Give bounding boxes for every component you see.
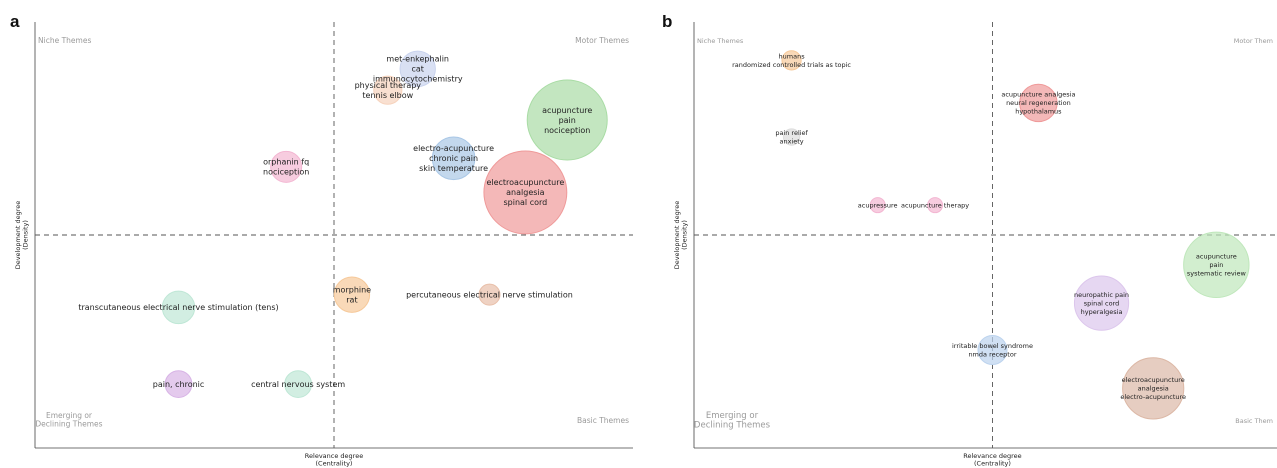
bubble-a-7 [478, 283, 501, 306]
quadrant-label-emerging: Emerging or Declining Themes [35, 411, 102, 429]
bubble-label-a-5: orphanin fq nociception [263, 158, 309, 177]
chart-b-svg: b Niche Themes Motor Them Emerging or Declin… [662, 12, 1277, 468]
bubble-label-a-1: physical therapy tennis elbow [355, 81, 422, 100]
bubble-a-10 [284, 370, 312, 398]
quadrant-label-niche: Niche Themes [697, 37, 744, 45]
bubble-a-8 [161, 290, 196, 325]
bubble-label-b-5: acupuncture pain systematic review [1187, 253, 1247, 278]
bubble-label-a-10: central nervous system [251, 380, 345, 389]
bubble-label-b-0: humans randomized controlled trials as to… [732, 52, 851, 69]
bubble-label-b-8: electroacupuncture analgesia electro-acupu… [1120, 376, 1186, 401]
bubble-a-5 [270, 150, 303, 183]
quadrant-label-basic: Basic Themes [577, 416, 629, 425]
bubble-b-7 [977, 335, 1008, 366]
bubble-a-0 [399, 50, 436, 88]
y-axis-title: Development degree(Density) [673, 201, 689, 270]
x-axis-title: Relevance degree (Centrality) [963, 452, 1021, 468]
bubble-b-0 [781, 50, 802, 71]
bubble-a-9 [164, 370, 193, 398]
bubble-label-a-7: percutaneous electrical nerve stimulatio… [406, 290, 573, 299]
bubble-b-2 [782, 128, 801, 146]
bubble-a-3 [431, 136, 476, 181]
x-axis-title: Relevance degree (Centrality) [305, 452, 363, 468]
bubble-label-a-6: morphine rat [333, 285, 371, 304]
bubble-a-2 [526, 79, 608, 161]
bubble-label-b-4: acupuncture therapy [901, 201, 969, 209]
bubble-b-4 [927, 197, 944, 214]
quadrant-label-niche: Niche Themes [38, 36, 91, 45]
bubble-label-a-4: electroacupuncture analgesia spinal cord [486, 178, 564, 207]
bubble-b-5 [1183, 231, 1250, 299]
bubble-label-a-0: met-enkephalin cat immunocytochemistry [373, 55, 463, 84]
quadrant-label-emerging: Emerging or Declining Themes [694, 411, 771, 431]
bubble-a-6 [333, 276, 371, 313]
bubble-a-1 [373, 75, 403, 105]
panel-label-b: b [662, 12, 672, 31]
bubble-b-3 [869, 197, 886, 214]
bubble-label-a-8: transcutaneous electrical nerve stimulat… [78, 303, 278, 312]
panel-label-a: a [10, 12, 20, 31]
quadrant-label-motor: Motor Them [1234, 37, 1273, 45]
bubble-label-a-2: acupuncture pain nociception [542, 106, 592, 135]
bubble-label-b-7: irritable bowel syndrome nmda receptor [952, 342, 1033, 359]
bubble-label-a-3: electro-acupuncture chronic pain skin temp… [413, 144, 494, 173]
y-axis-title: Development degree(Density) [14, 201, 30, 270]
bubble-label-b-3: acupressure [858, 201, 898, 209]
bubble-label-a-9: pain, chronic [153, 380, 205, 389]
chart-panel-a: a Niche Themes Motor Themes Emerging or Decl… [10, 12, 633, 468]
quadrant-label-basic: Basic Them [1235, 417, 1273, 425]
quadrant-label-motor: Motor Themes [575, 36, 629, 45]
bubble-b-8 [1122, 357, 1185, 420]
bubble-a-4 [483, 150, 568, 235]
bubble-b-6 [1073, 275, 1130, 331]
bubble-label-b-6: neuropathic pain spinal cord hyperalgesia [1074, 291, 1129, 316]
chart-panel-b: b Niche Themes Motor Them Emerging or Declin… [660, 0, 1277, 468]
bubble-b-1 [1019, 83, 1058, 123]
chart-a-svg: a Niche Themes Motor Themes Emerging or Decl… [10, 12, 633, 468]
bubble-label-b-1: acupuncture analgesia neural regeneration… [1001, 91, 1075, 116]
bubble-label-b-2: pain relief anxiety [775, 129, 808, 146]
